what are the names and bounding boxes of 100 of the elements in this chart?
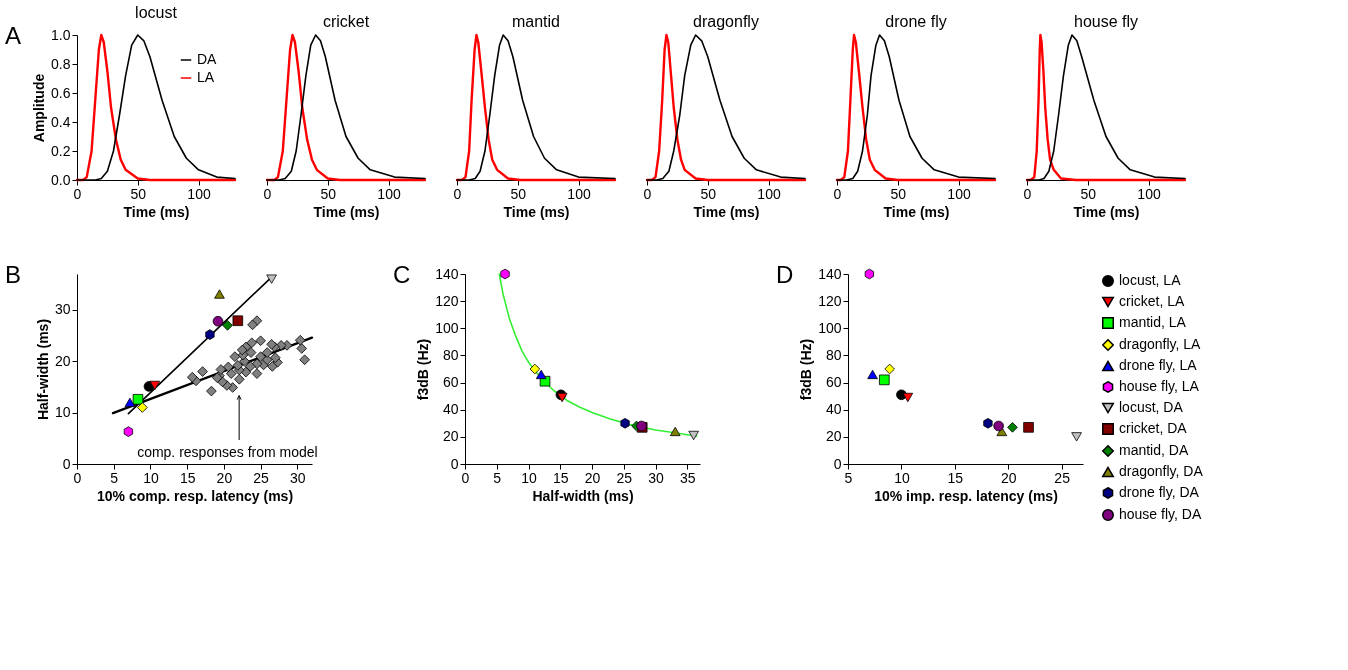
chart-title: mantid	[511, 12, 561, 30]
chart-title: cricket	[322, 12, 370, 30]
x-tick-label: 0	[73, 469, 82, 486]
legend-label: house fly, LA	[1119, 378, 1200, 394]
legend-label: locust, DA	[1119, 399, 1184, 415]
x-tick-label: 0	[643, 185, 652, 202]
x-tick-label: 50	[700, 185, 717, 202]
legend-label: locust, LA	[1119, 272, 1182, 288]
y-tick-label: 1.0	[51, 26, 71, 43]
x-tick-label: 0	[263, 185, 272, 202]
x-axis-title: Time (ms)	[693, 203, 760, 220]
text: A	[5, 22, 22, 49]
y-tick-label: 40	[442, 401, 459, 418]
x-tick-label: 20	[216, 469, 233, 486]
y-tick-label: 140	[818, 265, 842, 282]
y-tick-label: 60	[442, 374, 459, 391]
legend-label: drone fly, LA	[1119, 357, 1198, 373]
legend-label: cricket, LA	[1119, 293, 1186, 309]
x-axis-title: 10% imp. resp. latency (ms)	[874, 487, 1058, 504]
x-tick-label: 15	[552, 469, 569, 486]
x-tick-label: 0	[73, 185, 82, 202]
x-axis-title: Time (ms)	[883, 203, 950, 220]
x-tick-label: 10	[143, 469, 159, 486]
legend-label: mantid, DA	[1119, 442, 1189, 458]
x-tick-label: 25	[253, 469, 270, 486]
x-tick-label: 100	[757, 185, 781, 202]
y-tick-label: 140	[435, 265, 459, 282]
y-tick-label: 10	[54, 404, 71, 421]
y-axis-title: Half-width (ms)	[34, 318, 51, 421]
chart-title: drone fly	[885, 12, 947, 30]
x-tick-label: 5	[844, 469, 853, 486]
x-tick-label: 0	[461, 469, 470, 486]
x-tick-label: 100	[567, 185, 591, 202]
annotation: comp. responses from model	[137, 444, 318, 460]
legend-label: house fly, DA	[1119, 506, 1202, 522]
x-tick-label: 15	[179, 469, 196, 486]
x-tick-label: 20	[584, 469, 601, 486]
x-tick-label: 50	[130, 185, 147, 202]
legend-label: dragonfly, LA	[1119, 336, 1202, 352]
x-tick-label: 5	[493, 469, 502, 486]
y-tick-label: 0.8	[51, 55, 71, 72]
chart-title: dragonfly	[693, 12, 759, 30]
x-tick-label: 100	[947, 185, 971, 202]
text: D	[776, 261, 794, 288]
text: C	[393, 261, 411, 288]
legend-label: dragonfly, DA	[1119, 463, 1204, 479]
legend-label: DA	[197, 51, 218, 67]
y-tick-label: 40	[825, 401, 842, 418]
y-tick-label: 80	[825, 346, 842, 363]
x-tick-label: 25	[1054, 469, 1071, 486]
x-tick-label: 10	[521, 469, 538, 486]
x-tick-label: 30	[648, 469, 665, 486]
y-tick-label: 20	[442, 428, 459, 445]
y-tick-label: 100	[435, 319, 459, 336]
x-axis-title: Time (ms)	[313, 203, 380, 220]
y-axis-title: f3dB (Hz)	[415, 338, 432, 401]
legend-label: drone fly, DA	[1119, 484, 1200, 500]
legend-label: LA	[197, 69, 215, 85]
y-tick-label: 120	[435, 292, 459, 309]
y-tick-label: 120	[818, 292, 842, 309]
y-axis-title: f3dB (Hz)	[798, 338, 815, 401]
y-tick-label: 0.4	[51, 113, 71, 130]
x-tick-label: 5	[110, 469, 119, 486]
x-tick-label: 100	[187, 185, 211, 202]
x-tick-label: 100	[1137, 185, 1161, 202]
y-tick-label: 0	[833, 455, 842, 472]
y-tick-label: 30	[54, 301, 71, 318]
x-axis-title: Time (ms)	[1073, 203, 1140, 220]
y-tick-label: 0	[62, 455, 71, 472]
x-tick-label: 35	[680, 469, 696, 486]
x-tick-label: 30	[290, 469, 306, 486]
y-tick-label: 100	[818, 319, 842, 336]
x-axis-title: Time (ms)	[503, 203, 570, 220]
x-tick-label: 50	[890, 185, 907, 202]
x-axis-title: 10% comp. resp. latency (ms)	[96, 487, 294, 504]
x-tick-label: 0	[1023, 185, 1032, 202]
y-tick-label: 20	[825, 428, 842, 445]
x-axis-title: Half-width (ms)	[532, 487, 634, 504]
x-tick-label: 10	[894, 469, 910, 486]
y-tick-label: 20	[54, 352, 71, 369]
legend-label: mantid, LA	[1119, 314, 1187, 330]
text: B	[5, 261, 22, 288]
y-tick-label: 0.6	[51, 84, 71, 101]
y-axis-title: Amplitude	[31, 73, 48, 143]
chart-title: locust	[135, 4, 178, 21]
x-tick-label: 50	[1080, 185, 1097, 202]
x-tick-label: 100	[377, 185, 401, 202]
x-tick-label: 50	[320, 185, 337, 202]
chart-title: house fly	[1073, 12, 1139, 30]
y-tick-label: 80	[442, 346, 459, 363]
y-tick-label: 0.2	[51, 142, 71, 159]
x-tick-label: 15	[947, 469, 964, 486]
y-tick-label: 0.0	[51, 171, 71, 188]
x-axis-title: Time (ms)	[123, 203, 190, 220]
y-tick-label: 0	[450, 455, 459, 472]
legend-label: cricket, DA	[1119, 420, 1188, 436]
x-tick-label: 50	[510, 185, 527, 202]
x-tick-label: 25	[616, 469, 633, 486]
x-tick-label: 20	[1000, 469, 1017, 486]
y-tick-label: 60	[825, 374, 842, 391]
